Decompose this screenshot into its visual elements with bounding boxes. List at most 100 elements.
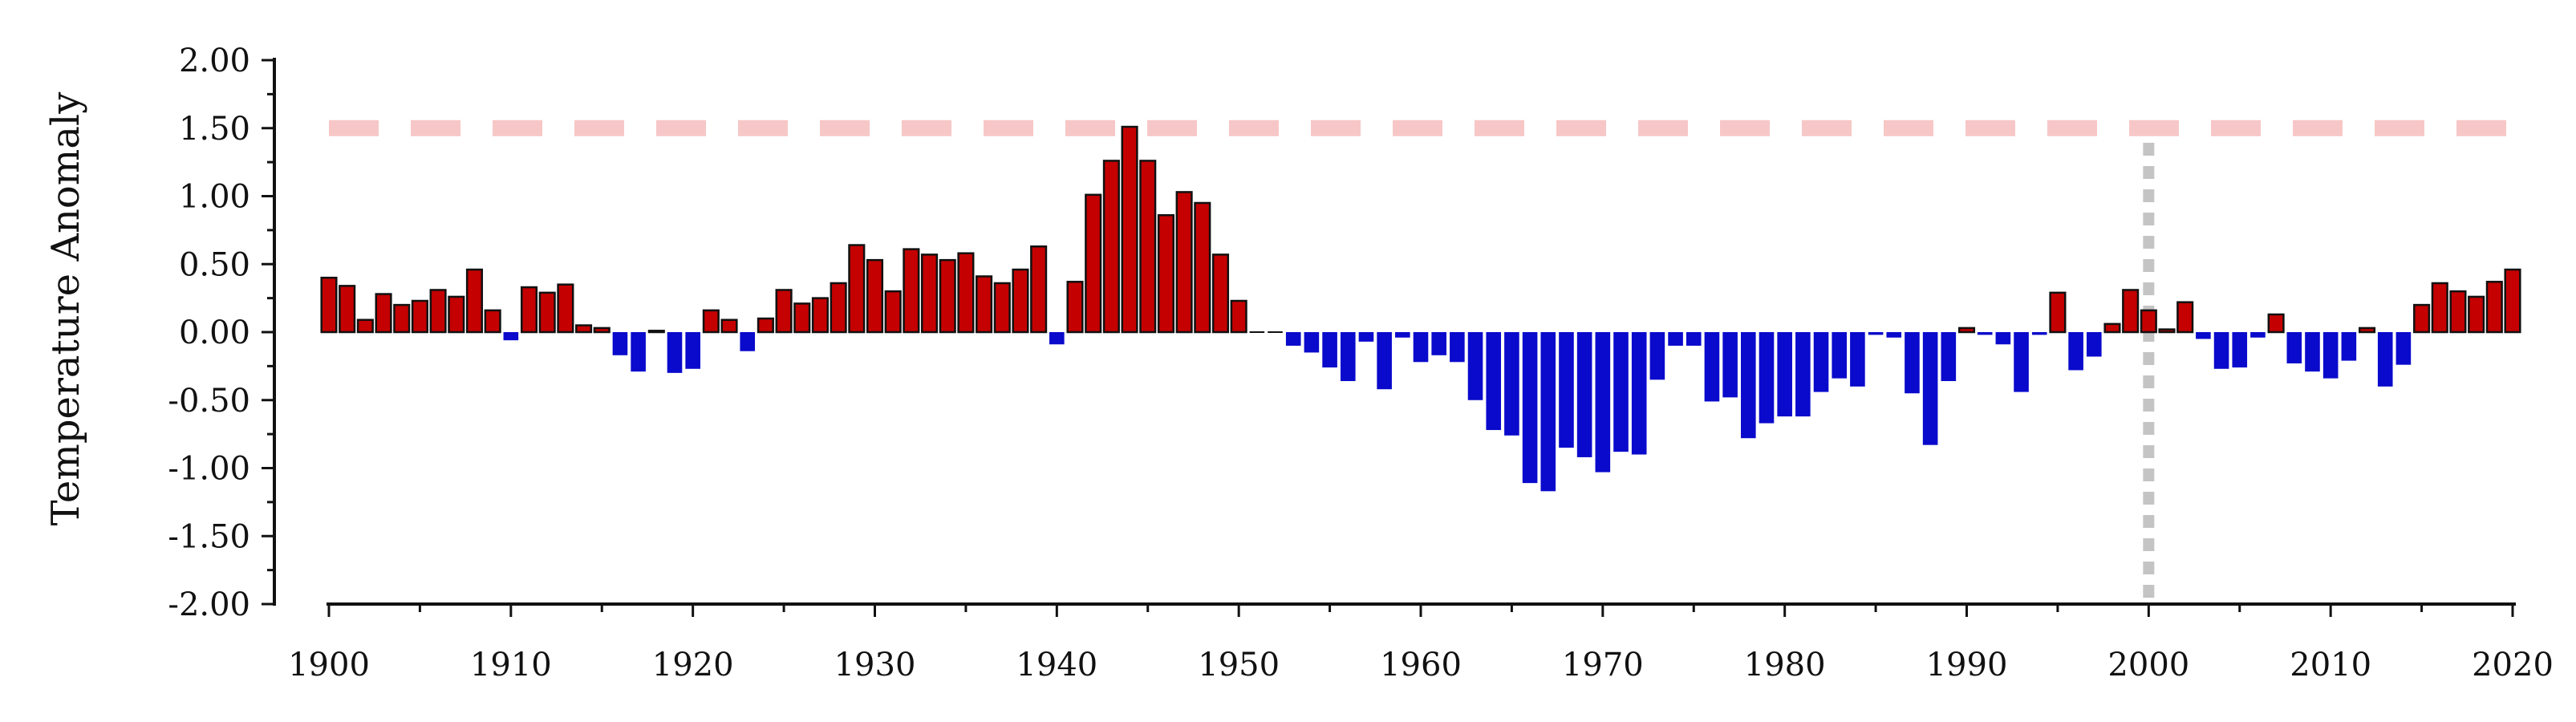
bar — [2250, 332, 2266, 338]
bar — [356, 318, 374, 334]
y-axis-title-group: Temperature Anomaly — [43, 92, 88, 526]
bar — [503, 332, 519, 341]
bar — [1759, 332, 1775, 424]
bar — [2086, 332, 2102, 357]
bar — [1995, 332, 2011, 345]
bar — [920, 254, 939, 334]
bar — [1957, 327, 1976, 334]
bar — [2468, 295, 2485, 334]
bar — [2504, 268, 2521, 334]
bar — [1121, 125, 1138, 334]
bar — [884, 290, 902, 334]
bar — [1740, 332, 1756, 439]
bar — [1030, 245, 1048, 334]
bar — [575, 324, 593, 334]
bar — [976, 275, 993, 334]
bar — [1868, 332, 1884, 335]
bar — [2103, 322, 2121, 334]
bar — [775, 289, 793, 334]
bar — [593, 327, 611, 334]
bar — [465, 268, 484, 334]
bar — [2413, 303, 2431, 334]
bar — [1157, 213, 1174, 334]
bar — [393, 303, 411, 334]
bar — [2449, 290, 2467, 334]
x-tick-label: 2010 — [2290, 647, 2371, 683]
bar — [993, 282, 1011, 334]
y-axis: 2.00 1.50 1.00 0.50 0.00 -0.50 -1.00 -1.50 -2.00 — [168, 43, 276, 623]
bar — [631, 332, 646, 372]
bar — [2377, 332, 2393, 387]
bar — [1413, 332, 1429, 363]
x-tick-label: 1950 — [1198, 647, 1280, 683]
x-tick-label: 1900 — [288, 647, 370, 683]
bar — [1322, 332, 1337, 368]
bar — [612, 332, 628, 355]
bar — [2431, 282, 2448, 334]
bar — [1704, 332, 1720, 402]
bar — [1941, 332, 1957, 382]
bar — [1722, 332, 1738, 398]
bar — [2485, 281, 2503, 334]
bar — [1431, 332, 1446, 355]
x-tick-label: 1980 — [1744, 647, 1826, 683]
bar — [520, 286, 538, 334]
bar — [429, 289, 447, 334]
bar — [1977, 332, 1993, 335]
bar — [1395, 332, 1410, 338]
y-tick-label: 0.50 — [179, 246, 250, 283]
bar — [1230, 299, 1247, 334]
bar — [1358, 332, 1374, 342]
bar — [1649, 332, 1665, 380]
bar — [2305, 332, 2320, 372]
x-tick-label: 1930 — [834, 647, 916, 683]
y-tick-label: -2.00 — [168, 586, 250, 623]
bar — [2232, 332, 2248, 368]
y-tick-label: -1.00 — [168, 451, 250, 488]
bar — [866, 258, 884, 334]
reference-lines — [329, 120, 2513, 601]
bar — [667, 332, 683, 373]
bar — [757, 317, 774, 334]
bar — [1340, 332, 1356, 382]
bar — [1304, 332, 1320, 353]
bar — [740, 332, 756, 351]
y-axis-title: Temperature Anomaly — [43, 92, 88, 526]
bar — [1540, 332, 1556, 492]
bar — [720, 318, 738, 334]
bar — [1795, 332, 1811, 417]
bar — [939, 258, 956, 334]
y-tick-label: 1.00 — [179, 179, 250, 216]
bar — [830, 282, 847, 334]
bar — [1777, 332, 1792, 417]
bar — [1631, 332, 1647, 455]
x-tick-label: 1910 — [470, 647, 552, 683]
bar — [1377, 332, 1392, 390]
bar — [1450, 332, 1465, 363]
bar — [1049, 332, 1065, 345]
bar — [448, 295, 465, 334]
bar — [1102, 160, 1120, 334]
bar — [1668, 332, 1683, 346]
x-tick-label: 2000 — [2107, 647, 2189, 683]
bar — [1595, 332, 1611, 473]
bar — [557, 283, 574, 334]
bar — [2049, 291, 2067, 334]
bar — [411, 299, 428, 334]
y-tick-label: -0.50 — [168, 383, 250, 420]
bar — [1504, 332, 1519, 436]
bar — [685, 332, 700, 369]
bar — [2395, 332, 2412, 365]
bar — [1613, 332, 1629, 452]
x-axis: 1900 1910 1920 1930 1940 1950 1960 1970 1980 1990… — [288, 602, 2554, 683]
bar — [1850, 332, 1865, 387]
bar — [848, 244, 866, 334]
x-tick-label: 1970 — [1562, 647, 1644, 683]
bar — [957, 252, 975, 334]
bar — [1467, 332, 1483, 400]
x-tick-label: 1990 — [1926, 647, 2008, 683]
bar — [2031, 332, 2047, 335]
bar — [811, 297, 830, 334]
bar — [2196, 332, 2211, 339]
